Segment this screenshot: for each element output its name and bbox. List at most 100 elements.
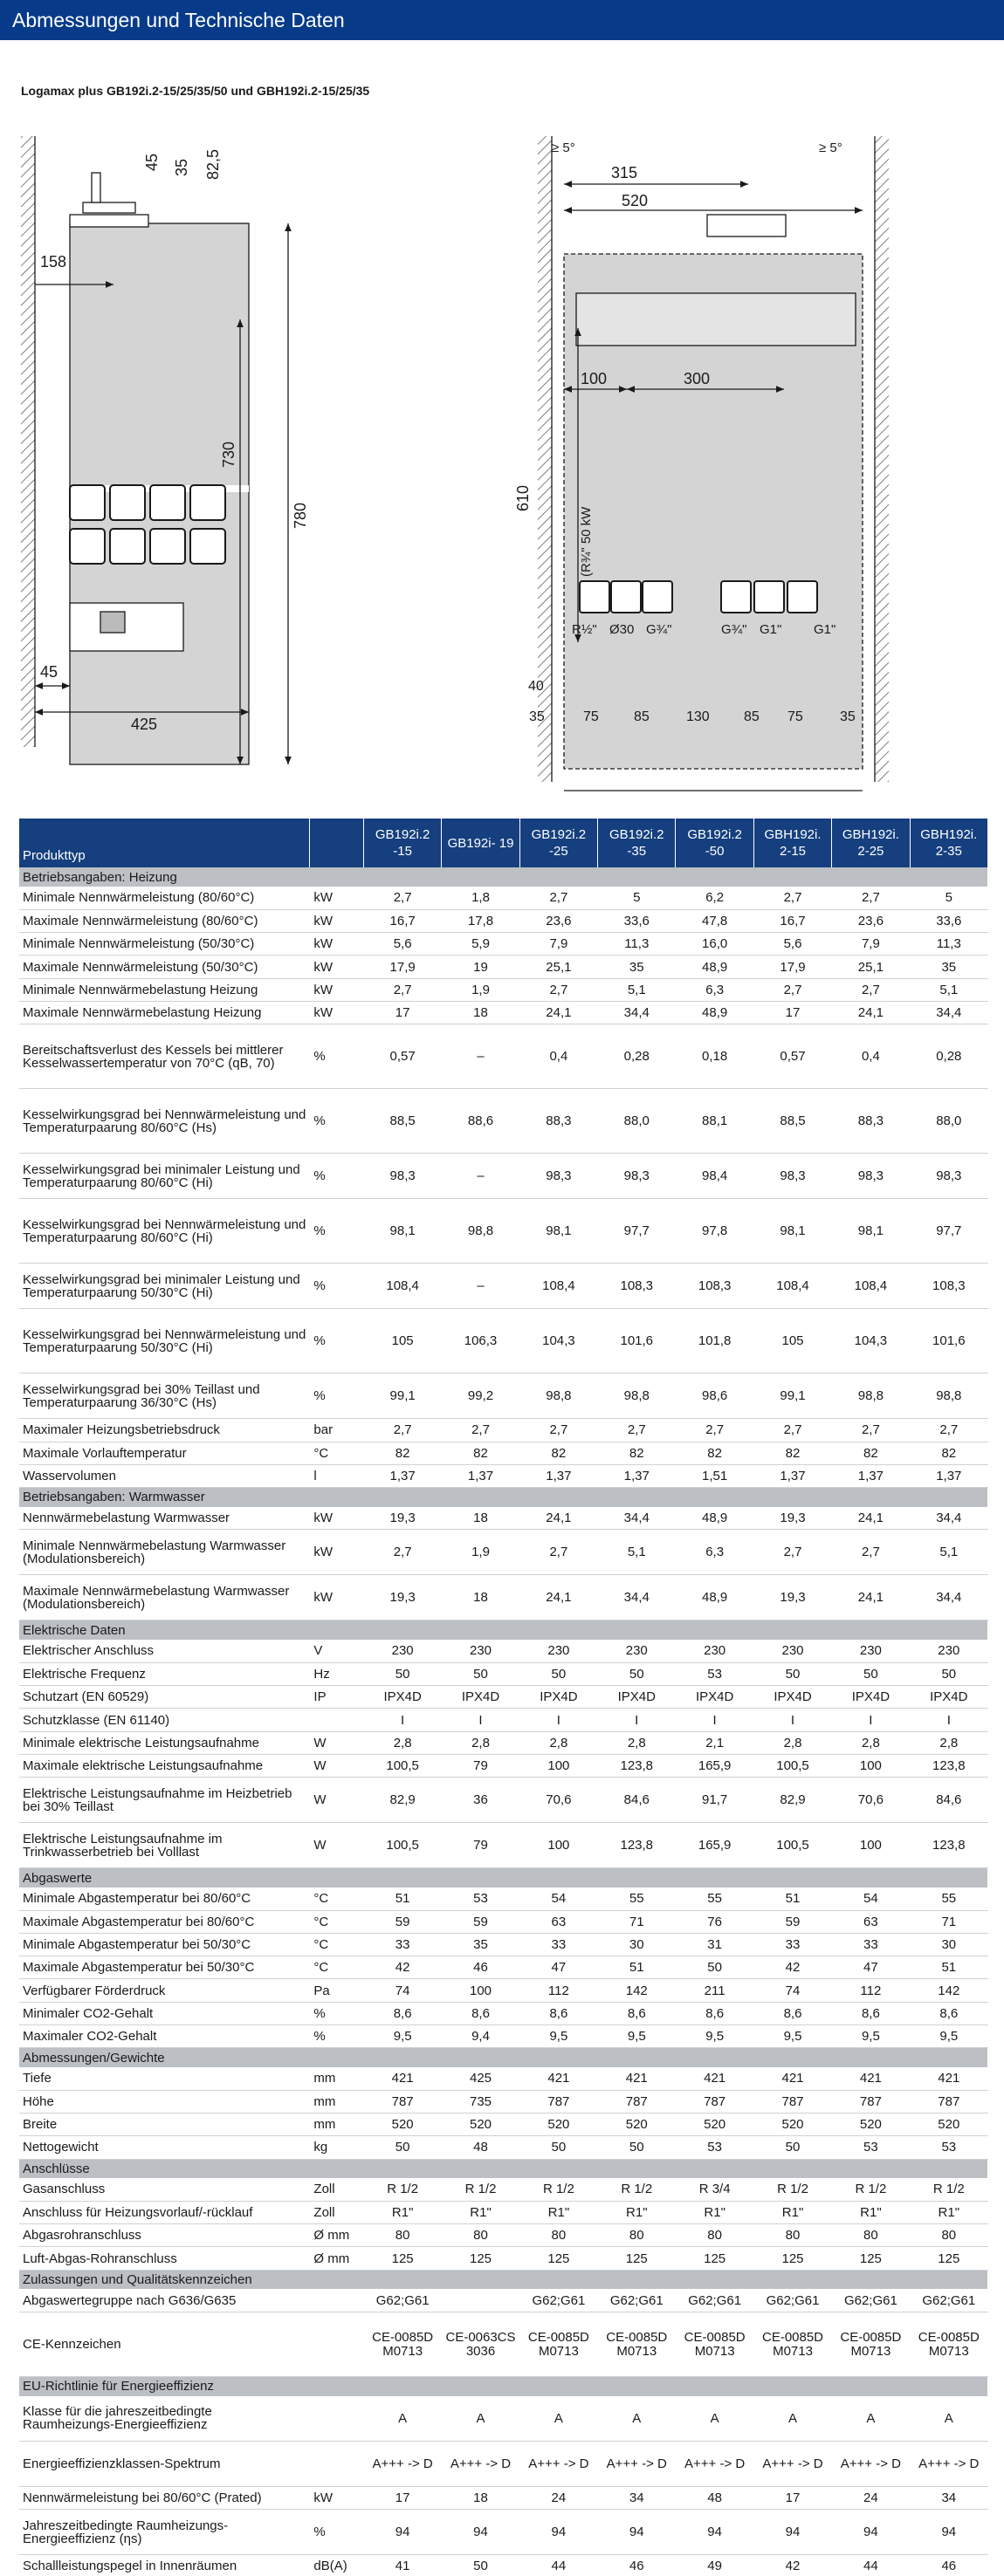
row-label: Minimale Abgastemperatur bei 80/60°C bbox=[19, 1887, 311, 1911]
cell-value: 1,37 bbox=[831, 1464, 911, 1489]
row-label: Wasservolumen bbox=[19, 1464, 311, 1489]
cell-value: 91,7 bbox=[675, 1777, 754, 1824]
cell-value: CE-0063CS3036 bbox=[441, 2312, 520, 2377]
cell-value: 108,4 bbox=[363, 1263, 443, 1310]
cell-value: 9,5 bbox=[910, 2024, 989, 2049]
cell-value: 55 bbox=[675, 1887, 754, 1911]
row-label: Elektrische Leistungsaufnahme im Heizbet… bbox=[19, 1777, 311, 1824]
cell-value: 55 bbox=[910, 1887, 989, 1911]
cell-value: 98,3 bbox=[831, 1153, 911, 1200]
cell-value: IPX4D bbox=[675, 1685, 754, 1709]
cell-value: 34 bbox=[910, 2486, 989, 2511]
cell-value: 1,51 bbox=[675, 1464, 754, 1489]
cell-value: 98,4 bbox=[675, 1153, 754, 1200]
cell-value: 105 bbox=[753, 1308, 833, 1374]
header-model: GBH192i. 2-35 bbox=[910, 819, 989, 867]
cell-value: 520 bbox=[363, 2113, 443, 2137]
cell-value: 230 bbox=[753, 1639, 833, 1663]
cell-value: 79 bbox=[441, 1822, 520, 1869]
row-unit: % bbox=[309, 1088, 364, 1154]
cell-value: I bbox=[441, 1708, 520, 1732]
table-row: Minimale Nennwärmebelastung Heizung kW 2,7… bbox=[19, 978, 989, 1002]
row-label: Breite bbox=[19, 2113, 311, 2137]
row-unit: % bbox=[309, 2002, 364, 2026]
cell-value: 19 bbox=[441, 955, 520, 979]
row-label: Minimale Nennwärmebelastung Warmwasser (… bbox=[19, 1529, 311, 1576]
cell-value: 2,7 bbox=[363, 887, 443, 910]
row-unit bbox=[309, 1708, 364, 1732]
cell-value: 2,7 bbox=[753, 1529, 833, 1576]
cell-value: A+++ -> D bbox=[519, 2441, 599, 2487]
cell-value: IPX4D bbox=[363, 1685, 443, 1709]
cell-value: 18 bbox=[441, 2486, 520, 2511]
cell-value: 33,6 bbox=[597, 909, 677, 934]
table-row: Kesselwirkungsgrad bei Nennwärmeleistung… bbox=[19, 1308, 989, 1374]
cell-value: 17,9 bbox=[363, 955, 443, 979]
row-unit: W bbox=[309, 1754, 364, 1778]
cell-value: 97,8 bbox=[675, 1198, 754, 1264]
cell-value: 99,2 bbox=[441, 1373, 520, 1420]
cell-value: 17 bbox=[753, 1001, 833, 1025]
cell-value: 100,5 bbox=[363, 1822, 443, 1869]
table-row: Jahreszeitbedingte Raumheizungs-Energiee… bbox=[19, 2509, 989, 2556]
row-label: Minimale Nennwärmebelastung Heizung bbox=[19, 978, 311, 1002]
cell-value: 421 bbox=[910, 2066, 989, 2091]
cell-value: 94 bbox=[910, 2509, 989, 2556]
cell-value: R 1/2 bbox=[519, 2178, 599, 2202]
cell-value: IPX4D bbox=[519, 1685, 599, 1709]
cell-value: 6,2 bbox=[675, 887, 754, 910]
right-view bbox=[538, 136, 889, 791]
row-label: Kesselwirkungsgrad bei Nennwärmeleistung… bbox=[19, 1198, 311, 1264]
dim-300: 300 bbox=[684, 370, 710, 387]
row-label: Maximale Nennwärmebelastung Heizung bbox=[19, 1001, 311, 1025]
row-label: Schutzart (EN 60529) bbox=[19, 1685, 311, 1709]
cell-value: 50 bbox=[519, 1662, 599, 1687]
cell-value: 104,3 bbox=[519, 1308, 599, 1374]
cell-value: 2,8 bbox=[519, 1731, 599, 1755]
table-row: Höhe mm 787 735 787 787 787 787 787 787 bbox=[19, 2090, 989, 2114]
cell-value: 421 bbox=[753, 2066, 833, 2091]
cell-value: 108,3 bbox=[597, 1263, 677, 1310]
cell-value: 8,6 bbox=[441, 2002, 520, 2026]
cell-value bbox=[441, 2289, 520, 2313]
row-label: Minimale elektrische Leistungsaufnahme bbox=[19, 1731, 311, 1755]
table-row: Kesselwirkungsgrad bei Nennwärmeleistung… bbox=[19, 1198, 989, 1264]
cell-value: 0,18 bbox=[675, 1024, 754, 1090]
cell-value: 520 bbox=[597, 2113, 677, 2137]
row-label: CE-Kennzeichen bbox=[19, 2312, 311, 2377]
cell-value: 8,6 bbox=[519, 2002, 599, 2026]
cell-value: 23,6 bbox=[519, 909, 599, 934]
cell-value: 230 bbox=[831, 1639, 911, 1663]
cell-value: 44 bbox=[519, 2554, 599, 2576]
cell-value: 1,37 bbox=[363, 1464, 443, 1489]
cell-value: 82 bbox=[910, 1442, 989, 1465]
cell-value: 48,9 bbox=[675, 955, 754, 979]
cell-value: 165,9 bbox=[675, 1754, 754, 1778]
cell-value: 2,8 bbox=[831, 1731, 911, 1755]
row-label: Luft-Abgas-Rohranschluss bbox=[19, 2246, 311, 2271]
cell-value: IPX4D bbox=[441, 1685, 520, 1709]
cell-value: 35 bbox=[910, 955, 989, 979]
cell-value: 24,1 bbox=[519, 1506, 599, 1531]
cell-value: 0,57 bbox=[363, 1024, 443, 1090]
row-unit bbox=[309, 2289, 364, 2313]
cell-value: 33 bbox=[831, 1933, 911, 1957]
cell-value: 421 bbox=[597, 2066, 677, 2091]
cell-value: 88,3 bbox=[831, 1088, 911, 1154]
cell-value: CE-0085DM0713 bbox=[910, 2312, 989, 2377]
cell-value: 24,1 bbox=[519, 1574, 599, 1621]
cell-value: 100,5 bbox=[753, 1822, 833, 1869]
table-row: Minimale Nennwärmeleistung (80/60°C) kW 2,… bbox=[19, 887, 989, 910]
cell-value: 520 bbox=[753, 2113, 833, 2137]
row-label: Abgaswertegruppe nach G636/G635 bbox=[19, 2289, 311, 2313]
cell-value: 88,6 bbox=[441, 1088, 520, 1154]
cell-value: 125 bbox=[675, 2246, 754, 2271]
cell-value: 106,3 bbox=[441, 1308, 520, 1374]
dim-130: 130 bbox=[686, 709, 710, 724]
row-unit: °C bbox=[309, 1442, 364, 1465]
cell-value: 5,1 bbox=[910, 978, 989, 1002]
cell-value: 19,3 bbox=[363, 1574, 443, 1621]
cell-value: 98,8 bbox=[910, 1373, 989, 1420]
row-label: Kesselwirkungsgrad bei minimaler Leistun… bbox=[19, 1263, 311, 1310]
cell-value: 2,7 bbox=[753, 978, 833, 1002]
